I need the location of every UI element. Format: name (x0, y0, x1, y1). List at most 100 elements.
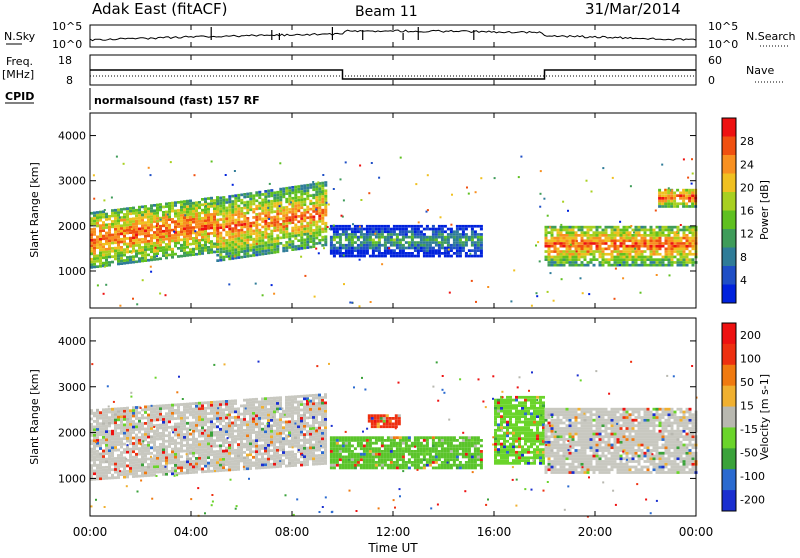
heatmap-cell (180, 464, 183, 467)
heatmap-cell (150, 468, 153, 471)
heatmap-cell (420, 244, 423, 247)
heatmap-cell (602, 229, 605, 232)
heatmap-cell (249, 448, 252, 451)
heatmap-cell (126, 429, 129, 432)
heatmap-speckle (228, 255, 230, 257)
heatmap-cell (219, 420, 222, 423)
heatmap-cell (129, 231, 132, 234)
heatmap-cell (195, 408, 198, 411)
heatmap-cell (183, 408, 186, 411)
heatmap-cell (426, 228, 429, 231)
heatmap-cell (294, 205, 297, 208)
heatmap-cell (285, 198, 288, 201)
heatmap-cell (216, 409, 219, 412)
heatmap-cell (554, 256, 557, 259)
heatmap-cell (192, 427, 195, 430)
heatmap-cell (393, 445, 396, 448)
heatmap-cell (255, 453, 258, 456)
heatmap-cell (243, 217, 246, 220)
heatmap-cell (324, 459, 327, 462)
heatmap-cell (554, 264, 557, 267)
heatmap-cell (677, 250, 680, 253)
heatmap-cell (111, 430, 114, 433)
heatmap-cell (294, 229, 297, 232)
heatmap-cell (683, 258, 686, 261)
heatmap-cell (222, 419, 225, 422)
heatmap-cell (99, 425, 102, 428)
heatmap-speckle (535, 245, 537, 247)
heatmap-cell (168, 202, 171, 205)
heatmap-cell (174, 201, 177, 204)
heatmap-cell (141, 241, 144, 244)
heatmap-cell (189, 248, 192, 251)
heatmap-cell (129, 451, 132, 454)
heatmap-cell (201, 220, 204, 223)
heatmap-cell (117, 443, 120, 446)
heatmap-cell (180, 403, 183, 406)
heatmap-cell (210, 248, 213, 251)
heatmap-cell (584, 253, 587, 256)
heatmap-cell (614, 231, 617, 234)
heatmap-speckle (234, 170, 236, 172)
heatmap-cell (417, 228, 420, 231)
heatmap-cell (372, 461, 375, 464)
heatmap-cell (333, 228, 336, 231)
heatmap-cell (168, 243, 171, 246)
heatmap-cell (138, 461, 141, 464)
heatmap-cell (399, 255, 402, 258)
heatmap-cell (165, 251, 168, 254)
heatmap-cell (159, 413, 162, 416)
heatmap-cell (93, 428, 96, 431)
heatmap-cell (665, 250, 668, 253)
heatmap-cell (141, 414, 144, 417)
heatmap-cell (183, 472, 186, 475)
heatmap-cell (183, 433, 186, 436)
heatmap-cell (258, 229, 261, 232)
heatmap-cell (285, 236, 288, 239)
heatmap-cell (306, 458, 309, 461)
heatmap-cell (183, 241, 186, 244)
heatmap-cell (198, 460, 201, 463)
heatmap-cell (99, 439, 102, 442)
heatmap-speckle (116, 156, 118, 158)
heatmap-cell (273, 402, 276, 405)
heatmap-cell (129, 207, 132, 210)
heatmap-cell (288, 187, 291, 190)
heatmap-cell (156, 416, 159, 419)
heatmap-cell (207, 432, 210, 435)
heatmap-cell (171, 237, 174, 240)
heatmap-cell (216, 259, 219, 262)
heatmap-cell (390, 461, 393, 464)
heatmap-cell (363, 228, 366, 231)
heatmap-cell (249, 415, 252, 418)
heatmap-cell (144, 458, 147, 461)
heatmap-cell (138, 422, 141, 425)
heatmap-cell (677, 245, 680, 248)
heatmap-cell (264, 417, 267, 420)
heatmap-cell (563, 242, 566, 245)
heatmap-cell (165, 429, 168, 432)
heatmap-cell (207, 232, 210, 235)
heatmap-cell (432, 228, 435, 231)
heatmap-cell (186, 219, 189, 222)
heatmap-cell (569, 234, 572, 237)
heatmap-cell (596, 237, 599, 240)
heatmap-cell (219, 240, 222, 243)
heatmap-cell (150, 466, 153, 469)
heatmap-cell (141, 469, 144, 472)
heatmap-cell (189, 438, 192, 441)
heatmap-cell (234, 235, 237, 238)
heatmap-cell (216, 461, 219, 464)
heatmap-cell (168, 235, 171, 238)
heatmap-cell (303, 395, 306, 398)
heatmap-cell (165, 448, 168, 451)
heatmap-cell (255, 458, 258, 461)
heatmap-cell (210, 240, 213, 243)
heatmap-cell (405, 233, 408, 236)
heatmap-cell (267, 441, 270, 444)
heatmap-cell (321, 182, 324, 185)
heatmap-cell (462, 247, 465, 250)
heatmap-cell (231, 402, 234, 405)
heatmap-cell (204, 219, 207, 222)
heatmap-cell (468, 255, 471, 258)
